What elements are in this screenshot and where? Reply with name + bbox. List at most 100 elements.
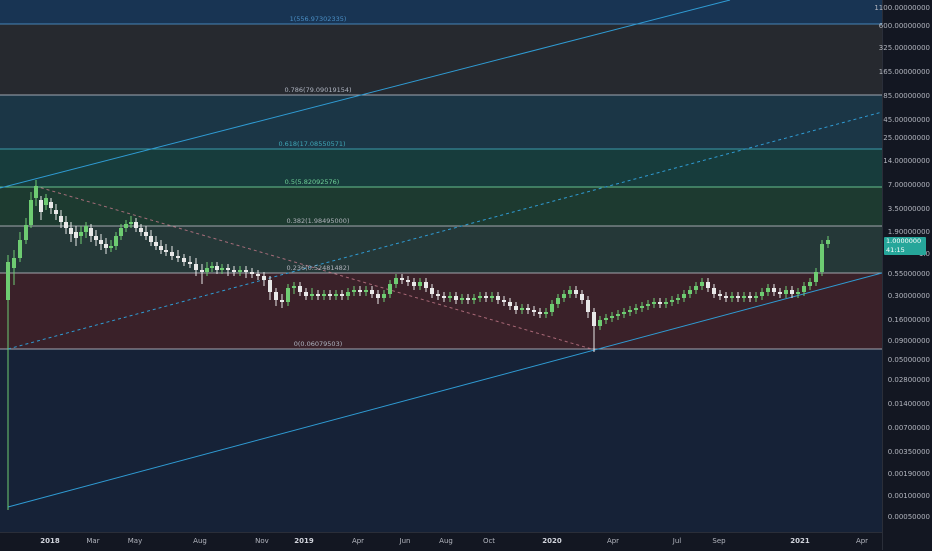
candle-bear: [370, 290, 374, 294]
candle-bull: [682, 294, 686, 298]
candle-bear: [149, 236, 153, 242]
candle-bear: [59, 216, 63, 222]
candle-bear: [215, 266, 219, 270]
candle-bull: [478, 296, 482, 298]
candle-bear: [778, 292, 782, 294]
candle-bull: [622, 312, 626, 314]
candle-bear: [412, 282, 416, 286]
candle-bull: [220, 268, 224, 270]
candle-bull: [292, 286, 296, 288]
time-scale[interactable]: 2018 Mar May Aug Nov 2019 Apr Jun Aug Oct 2020 Apr J…: [0, 532, 882, 551]
candle-bear: [182, 258, 186, 262]
candle-bull: [364, 290, 368, 292]
candle-bull: [766, 288, 770, 292]
time-scale-label: Oct: [482, 537, 496, 545]
candle-bear: [706, 282, 710, 288]
candle-bear: [226, 268, 230, 270]
candle-bear: [74, 232, 78, 238]
price-scale-label: 0.16000000: [887, 316, 930, 324]
fib-level-label: 0(0.06079503): [293, 340, 343, 348]
candle-bear: [94, 236, 98, 240]
candle-bear: [586, 300, 590, 312]
candle-bull: [562, 294, 566, 298]
candle-bear: [154, 242, 158, 246]
price-scale-label: 7.00000000: [887, 181, 930, 189]
candle-bear: [194, 264, 198, 270]
candle-bear: [580, 294, 584, 300]
candle-bull: [44, 198, 48, 205]
time-scale-label: 2020: [542, 537, 562, 545]
candle-bull: [616, 314, 620, 316]
price-scale-label: 1100.00000000: [874, 4, 930, 12]
trend-dashed-line: [34, 185, 596, 351]
candle-bull: [604, 318, 608, 320]
candle-bull: [12, 258, 16, 268]
candle-bear: [436, 294, 440, 296]
candle-bear: [484, 296, 488, 298]
candle-bear: [442, 296, 446, 298]
candle-bull: [742, 296, 746, 298]
candle-bear: [250, 272, 254, 274]
candle-bear: [772, 288, 776, 292]
price-scale-label: 1.90000000: [887, 228, 930, 236]
fib-level-label: 1(556.97302335): [289, 15, 347, 23]
fib-band-7: [0, 349, 882, 532]
candle-bull: [448, 296, 452, 298]
chart-area[interactable]: 1(556.97302335) 0.786(79.09019154) 0.618(1…: [0, 0, 882, 532]
candle-bull: [760, 292, 764, 296]
fib-level-label: 0.236(0.52481482): [286, 264, 350, 272]
candle-bull: [628, 310, 632, 312]
channel-upper-line: [0, 0, 731, 189]
channel-mid-line: [7, 111, 882, 350]
candle-bull: [24, 225, 28, 240]
candle-bear: [424, 282, 428, 288]
candle-bull: [688, 290, 692, 294]
candle-bull: [382, 294, 386, 298]
chart-canvas[interactable]: [0, 0, 882, 532]
candle-bull: [664, 302, 668, 304]
fib-band-2: [0, 95, 882, 149]
candle-bull: [472, 298, 476, 300]
price-scale-label: 25.00000000: [883, 134, 930, 142]
candle-bear: [316, 294, 320, 296]
candle-bear: [170, 252, 174, 256]
time-scale-label: 2019: [294, 537, 314, 545]
candle-bear: [99, 240, 103, 244]
candle-bear: [400, 278, 404, 280]
price-scale-label: 45.00000000: [883, 116, 930, 124]
candle-bear: [159, 246, 163, 250]
candle-bull: [598, 320, 602, 326]
price-scale-label: 3.50000000: [887, 205, 930, 213]
current-price-value: 1.0000000: [886, 237, 922, 245]
time-scale-label: Aug: [439, 537, 453, 545]
candle-bull: [18, 240, 22, 258]
time-scale-label: May: [127, 537, 143, 545]
fib-band-4: [0, 187, 882, 226]
candle-bull: [808, 282, 812, 286]
candle-bear: [454, 296, 458, 300]
time-scale-label: Jun: [399, 537, 411, 545]
fib-band-0: [0, 0, 882, 24]
candle-bear: [574, 290, 578, 294]
fib-level-label: 0.786(79.09019154): [284, 86, 352, 94]
bar-countdown: 41:15: [886, 246, 905, 254]
candle-bull: [418, 282, 422, 286]
candle-bull: [84, 226, 88, 232]
candle-bull: [119, 228, 123, 236]
fib-band-3: [0, 149, 882, 187]
price-scale-label: 0.00190000: [887, 470, 930, 478]
fib-level-label: 0.382(1.98495000): [286, 217, 350, 225]
time-scale-label: Mar: [86, 537, 100, 545]
fib-band-5: [0, 226, 882, 273]
channel-lower-line: [7, 272, 882, 508]
price-scale-label: 0.00100000: [887, 492, 930, 500]
price-scale[interactable]: 1100.00000000 600.00000000 325.00000000 165…: [874, 0, 932, 550]
candle-bear: [49, 202, 53, 208]
price-scale-label: 14.00000000: [883, 157, 930, 165]
time-scale-label: 2018: [40, 537, 60, 545]
candle-bear: [526, 308, 530, 310]
candle-bear: [514, 306, 518, 310]
candle-bear: [592, 312, 596, 326]
time-scale-label: Jul: [672, 537, 682, 545]
candle-bear: [304, 292, 308, 296]
